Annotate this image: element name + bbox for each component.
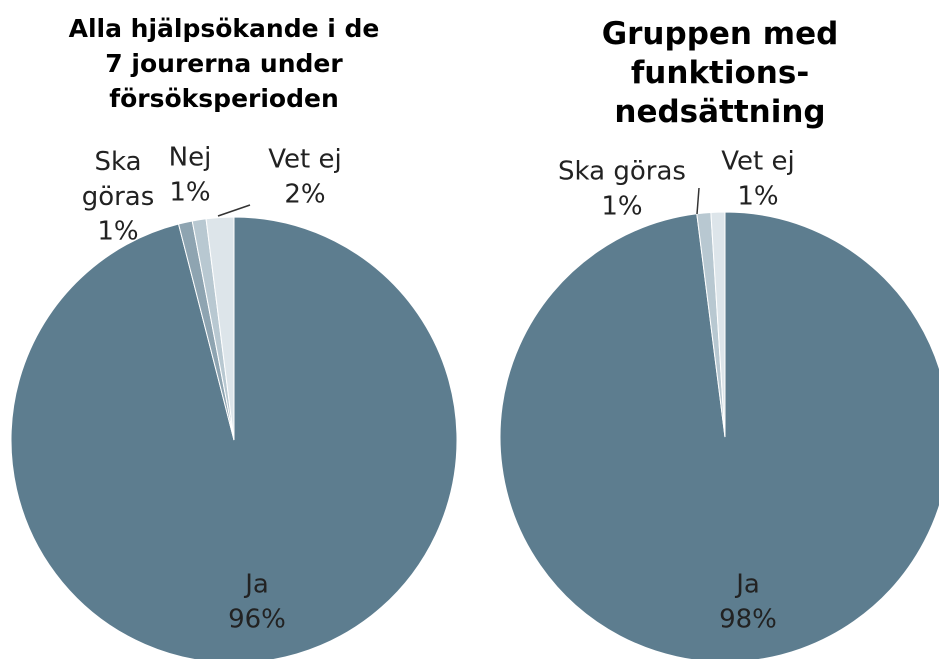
- chart-title: Alla hjälpsökande i de 7 jourerna under fö…: [69, 14, 380, 113]
- pie-slice: [710, 211, 726, 438]
- slice-value: 1%: [737, 182, 778, 212]
- slice-value: 1%: [169, 178, 210, 208]
- pie-slice: [10, 216, 458, 659]
- pie-slice: [499, 211, 939, 659]
- leader-line: [696, 187, 700, 215]
- slice-value: 1%: [601, 192, 642, 222]
- slice-value: 1%: [97, 217, 138, 247]
- slice-category: Nej: [169, 143, 212, 173]
- slice-category: Ska göras: [82, 147, 155, 212]
- slice-category: Vet ej: [268, 145, 341, 175]
- slice-category: Ja: [243, 570, 269, 600]
- pie-slice: [205, 216, 235, 441]
- slice-category: Vet ej: [721, 147, 794, 177]
- slice-category: Ska göras: [558, 157, 686, 187]
- slice-value: 2%: [284, 180, 325, 210]
- slice-category: Ja: [734, 570, 760, 600]
- slice-value: 98%: [719, 605, 777, 635]
- chart-title: Gruppen med funktions-nedsättning: [602, 16, 839, 130]
- leader-line: [217, 204, 251, 217]
- slice-value: 96%: [228, 605, 286, 635]
